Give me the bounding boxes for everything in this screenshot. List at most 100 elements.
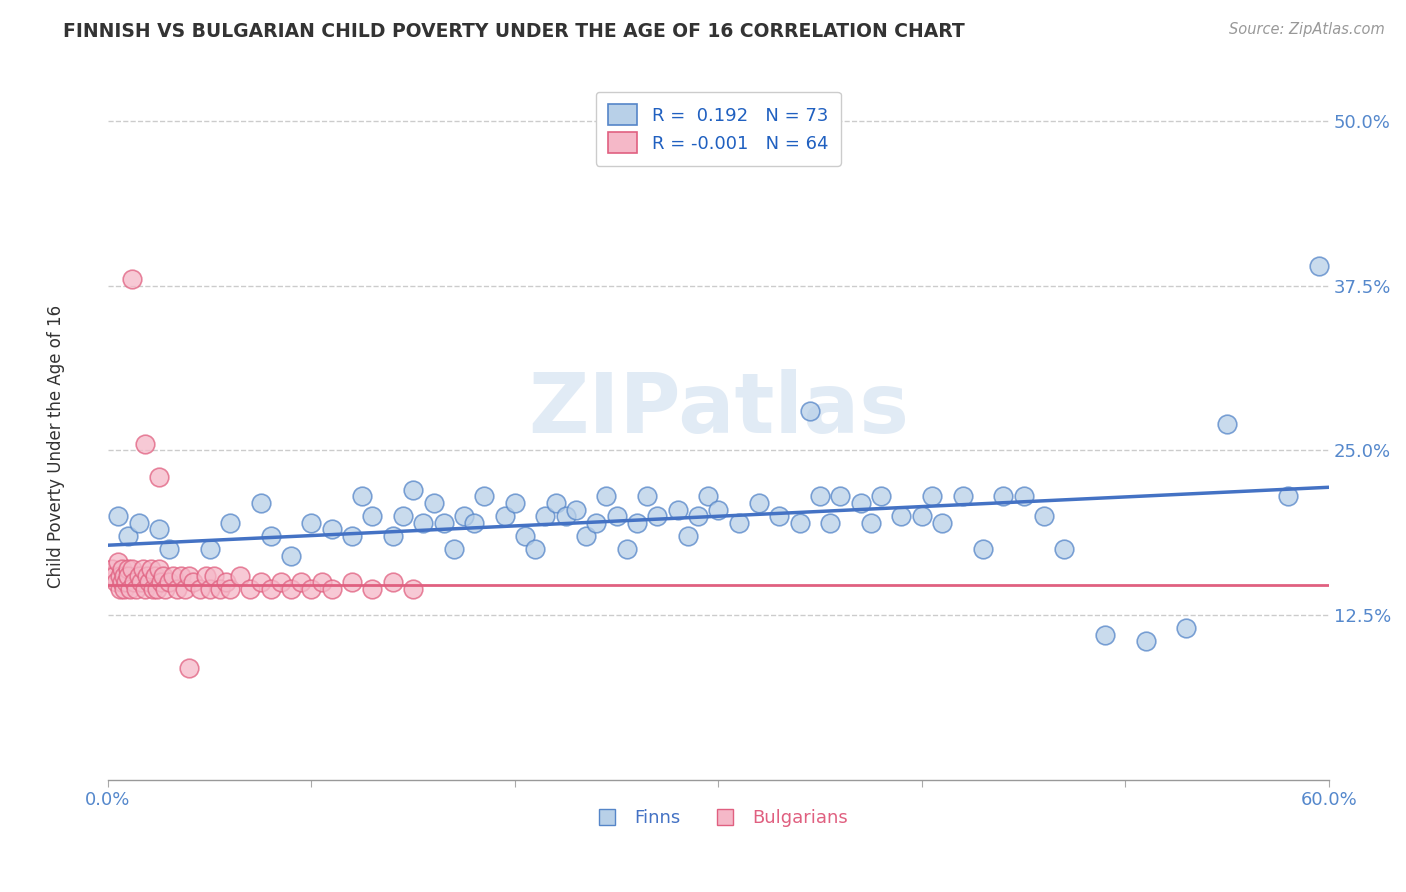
Point — [1175, 621, 1198, 635]
Point — [117, 562, 139, 576]
Point — [179, 661, 201, 675]
Point — [789, 516, 811, 530]
Point — [707, 502, 730, 516]
Point — [120, 582, 142, 596]
Point — [149, 575, 172, 590]
Point — [117, 568, 139, 582]
Point — [157, 575, 180, 590]
Point — [921, 490, 943, 504]
Point — [129, 575, 152, 590]
Point — [111, 575, 134, 590]
Point — [972, 542, 994, 557]
Point — [381, 575, 404, 590]
Point — [524, 542, 547, 557]
Point — [606, 509, 628, 524]
Point — [239, 582, 262, 596]
Point — [859, 516, 882, 530]
Point — [361, 582, 384, 596]
Point — [188, 582, 211, 596]
Point — [208, 582, 231, 596]
Point — [636, 490, 658, 504]
Point — [128, 568, 150, 582]
Point — [352, 490, 374, 504]
Point — [544, 496, 567, 510]
Point — [179, 568, 201, 582]
Legend: Finns, Bulgarians: Finns, Bulgarians — [582, 802, 855, 835]
Point — [381, 529, 404, 543]
Point — [321, 582, 343, 596]
Point — [108, 568, 131, 582]
Point — [134, 582, 156, 596]
Point — [162, 568, 184, 582]
Point — [849, 496, 872, 510]
Point — [108, 582, 131, 596]
Point — [1053, 542, 1076, 557]
Point — [433, 516, 456, 530]
Point — [194, 568, 217, 582]
Point — [198, 582, 221, 596]
Point — [219, 582, 242, 596]
Point — [148, 523, 170, 537]
Point — [229, 568, 252, 582]
Point — [686, 509, 709, 524]
Point — [128, 516, 150, 530]
Point — [453, 509, 475, 524]
Point — [402, 582, 425, 596]
Point — [280, 582, 302, 596]
Point — [219, 516, 242, 530]
Point — [361, 509, 384, 524]
Point — [131, 562, 153, 576]
Point — [290, 575, 312, 590]
Point — [174, 582, 197, 596]
Point — [890, 509, 912, 524]
Point — [157, 542, 180, 557]
Point — [595, 490, 617, 504]
Point — [820, 516, 842, 530]
Point — [513, 529, 536, 543]
Point — [270, 575, 292, 590]
Point — [260, 582, 283, 596]
Point — [152, 568, 174, 582]
Point — [799, 404, 821, 418]
Point — [202, 568, 225, 582]
Point — [952, 490, 974, 504]
Point — [676, 529, 699, 543]
Point — [1094, 628, 1116, 642]
Point — [1277, 490, 1299, 504]
Point — [260, 529, 283, 543]
Point — [107, 509, 129, 524]
Point — [443, 542, 465, 557]
Point — [1135, 634, 1157, 648]
Point — [103, 568, 125, 582]
Point — [138, 575, 160, 590]
Point — [1012, 490, 1035, 504]
Point — [697, 490, 720, 504]
Point — [117, 529, 139, 543]
Point — [111, 562, 134, 576]
Point — [139, 562, 162, 576]
Point — [135, 568, 157, 582]
Point — [125, 582, 148, 596]
Point — [280, 549, 302, 563]
Point — [198, 542, 221, 557]
Point — [1308, 259, 1330, 273]
Point — [311, 575, 333, 590]
Point — [616, 542, 638, 557]
Point — [575, 529, 598, 543]
Point — [142, 582, 165, 596]
Point — [422, 496, 444, 510]
Point — [503, 496, 526, 510]
Point — [808, 490, 831, 504]
Point — [115, 575, 138, 590]
Point — [215, 575, 238, 590]
Point — [124, 575, 146, 590]
Point — [402, 483, 425, 497]
Point — [585, 516, 607, 530]
Point — [993, 490, 1015, 504]
Point — [112, 582, 135, 596]
Text: Source: ZipAtlas.com: Source: ZipAtlas.com — [1229, 22, 1385, 37]
Point — [98, 568, 121, 582]
Point — [554, 509, 576, 524]
Point — [105, 575, 128, 590]
Point — [121, 562, 143, 576]
